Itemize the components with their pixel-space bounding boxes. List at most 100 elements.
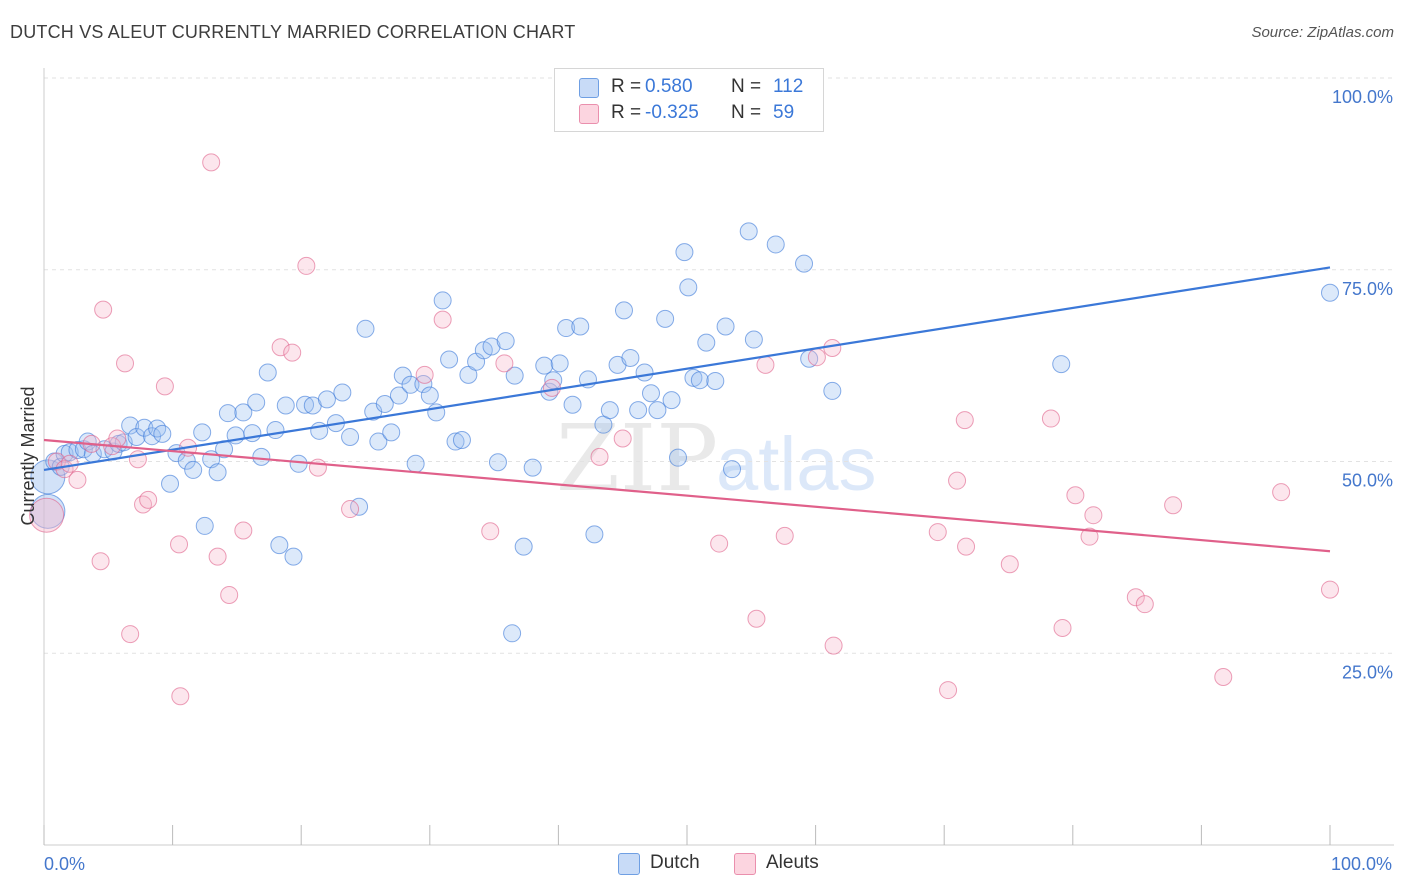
watermark-zip: ZIP — [556, 405, 718, 512]
dutch-point — [523, 458, 542, 477]
legend-r-value: -0.325 — [645, 102, 699, 123]
aleuts-point — [807, 348, 826, 367]
dutch-point — [193, 423, 212, 442]
dutch-point — [557, 319, 576, 338]
dutch-point — [505, 366, 524, 385]
dutch-point — [668, 448, 687, 467]
dutch-point — [621, 348, 640, 367]
watermark-atlas: atlas — [716, 422, 877, 507]
aleuts-point — [955, 411, 974, 430]
aleuts-point — [341, 500, 360, 519]
dutch-point — [30, 493, 66, 529]
dutch-point — [723, 460, 742, 479]
y-axis-label: Currently Married — [18, 386, 38, 525]
y-tick-label: 25.0% — [1342, 662, 1393, 682]
aleuts-point — [220, 585, 239, 604]
dutch-point — [535, 356, 554, 375]
aleuts-point — [481, 522, 500, 541]
dutch-point — [218, 404, 237, 423]
dutch-point — [656, 309, 675, 328]
bottom-legend-label-dutch: Dutch — [650, 852, 700, 873]
bottom-legend-label-aleuts: Aleuts — [766, 852, 819, 873]
dutch-point — [341, 427, 360, 446]
aleuts-point — [495, 354, 514, 373]
dutch-point — [284, 547, 303, 566]
aleuts-point — [928, 523, 947, 542]
dutch-point — [121, 416, 140, 435]
dutch-point — [317, 390, 336, 409]
aleuts-point — [139, 490, 158, 509]
aleuts-point — [29, 497, 65, 533]
dutch-point — [389, 386, 408, 405]
x-tick-marks — [43, 825, 1331, 845]
dutch-point — [401, 375, 420, 394]
dutch-point — [716, 317, 735, 336]
dutch-point — [252, 447, 271, 466]
dutch-point — [823, 381, 842, 400]
aleuts-point — [1164, 496, 1183, 515]
dutch-point — [690, 371, 709, 390]
aleuts-point — [116, 354, 135, 373]
dutch-point — [614, 301, 633, 320]
dutch-point — [234, 403, 253, 422]
aleuts-point — [202, 153, 221, 172]
dutch-point — [289, 454, 308, 473]
aleuts-point — [1272, 483, 1291, 502]
bottom-legend-swatch-aleuts — [734, 853, 756, 875]
aleuts-point — [823, 338, 842, 357]
dutch-point — [503, 624, 522, 643]
aleuts-point — [1214, 668, 1233, 687]
dutch-point — [452, 431, 471, 450]
dutch-point — [550, 354, 569, 373]
legend-n-label: N = — [731, 76, 762, 97]
aleuts-point — [121, 625, 140, 644]
aleuts-point — [1053, 618, 1072, 637]
y-tick-label: 100.0% — [1332, 87, 1393, 107]
legend-r-label: R = — [611, 102, 642, 123]
aleuts-point — [108, 429, 127, 448]
aleuts-point — [957, 537, 976, 556]
dutch-point — [382, 423, 401, 442]
legend-swatch-dutch — [579, 78, 599, 98]
axes — [43, 68, 1394, 846]
aleuts-point — [948, 471, 967, 490]
aleuts-trend-line — [43, 438, 1331, 553]
aleuts-point — [1321, 580, 1339, 599]
aleuts-point — [60, 454, 79, 473]
dutch-point — [1052, 355, 1071, 374]
legend-swatch-aleuts — [579, 104, 599, 124]
dutch-point — [496, 332, 515, 351]
aleuts-point — [283, 343, 302, 362]
aleuts-point — [1080, 527, 1099, 546]
legend-row-aleuts: R = -0.325 N = 59 — [579, 102, 794, 126]
aleuts-point — [234, 521, 253, 540]
dutch-point — [127, 427, 146, 446]
x-tick-label-max: 100.0% — [1331, 854, 1392, 874]
legend-n-label: N = — [731, 102, 762, 123]
dutch-point — [414, 375, 433, 394]
aleuts-point — [824, 636, 843, 655]
aleuts-point — [155, 377, 174, 396]
aleuts-point — [1135, 595, 1154, 614]
aleuts-point — [613, 429, 632, 448]
dutch-point — [739, 222, 758, 241]
aleuts-point — [68, 470, 87, 489]
dutch-point — [706, 371, 725, 390]
dutch-point — [563, 395, 582, 414]
dutch-point — [208, 463, 227, 482]
bottom-legend-swatch-dutch — [618, 853, 640, 875]
aleuts-point — [297, 256, 316, 275]
legend-n-value: 112 — [773, 76, 804, 97]
trend-lines — [43, 266, 1331, 553]
dutch-point — [648, 401, 667, 420]
dutch-point — [662, 391, 681, 410]
dutch-point — [148, 419, 167, 438]
dutch-point — [375, 394, 394, 413]
dutch-point — [482, 337, 501, 356]
dutch-point — [440, 350, 459, 369]
aleuts-point — [542, 378, 561, 397]
dutch-point — [585, 525, 604, 544]
dutch-point — [641, 384, 660, 403]
dutch-point — [393, 366, 412, 385]
